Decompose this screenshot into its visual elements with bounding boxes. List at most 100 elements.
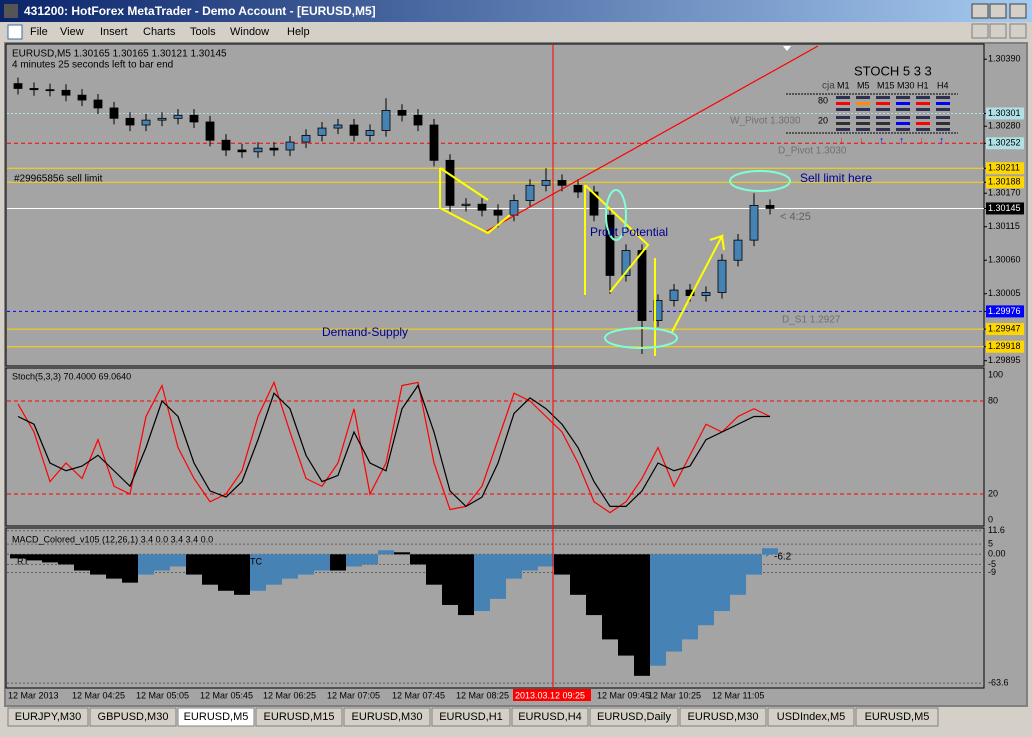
dashboard-arrow: ↓ [859, 136, 864, 147]
y-tick-label: 5 [988, 539, 993, 549]
tab[interactable] [767, 707, 855, 727]
dashboard-cell [936, 122, 950, 125]
tab[interactable] [855, 707, 939, 727]
pivot-label: D_Pivot 1.3030 [778, 146, 847, 157]
tab-label[interactable]: EURUSD,M5 [184, 711, 249, 723]
tab[interactable] [89, 707, 177, 727]
macd-bar [58, 554, 74, 565]
tab-label[interactable]: EURUSD,M30 [688, 711, 759, 723]
x-tick-label: 12 Mar 10:25 [648, 690, 701, 700]
minimize-button[interactable] [971, 3, 989, 19]
window-controls [971, 3, 1027, 39]
dashboard-arrow: ↓ [919, 136, 924, 147]
y-tick-label: 1.30390 [988, 54, 1021, 64]
macd-bar [122, 554, 138, 583]
candle-body [45, 89, 55, 92]
tab[interactable] [7, 707, 89, 727]
candle-body [429, 124, 439, 161]
order-label: #29965856 sell limit [14, 174, 103, 185]
candle-body [93, 99, 103, 109]
tab[interactable] [679, 707, 767, 727]
y-tick-label: 80 [988, 395, 998, 405]
child-minimize[interactable] [971, 23, 989, 39]
dashboard-cell [916, 128, 930, 131]
dashboard-arrow: ↓ [839, 136, 844, 147]
menu-item[interactable]: View [60, 26, 84, 38]
chart-background [6, 44, 1026, 705]
candle-body [509, 200, 519, 216]
tab-bar: EURJPY,M30 GBPUSD,M30 EURUSD,M5 EURUSD,M15 E… [7, 707, 939, 727]
menu-item[interactable]: Tools [190, 26, 216, 38]
menu-item[interactable]: Help [287, 26, 310, 38]
shift-marker [783, 46, 791, 51]
tab[interactable] [177, 707, 255, 727]
candle-body [525, 184, 535, 201]
candle-body [541, 180, 551, 186]
macd-bar [650, 554, 666, 666]
macd-bar [730, 554, 746, 595]
tab-label[interactable]: EURUSD,H1 [439, 711, 503, 723]
menu-item[interactable]: Insert [100, 26, 128, 38]
candle-body [173, 114, 183, 119]
tab-label[interactable]: EURUSD,M30 [352, 711, 423, 723]
dashboard-cell [936, 116, 950, 119]
x-tick-label: 12 Mar 07:45 [392, 690, 445, 700]
tab[interactable] [511, 707, 589, 727]
price-label-bg [986, 340, 1024, 353]
dashboard-cell [936, 108, 950, 111]
bar-timer: 4 minutes 25 seconds left to bar end [12, 60, 173, 71]
macd-bar [442, 554, 458, 605]
tab-label[interactable]: EURUSD,H4 [518, 711, 582, 723]
menu-item[interactable]: File [30, 26, 48, 38]
macd-bar [714, 554, 730, 612]
candle-body [237, 149, 247, 153]
candle-body [109, 107, 119, 119]
maximize-button[interactable] [989, 3, 1007, 19]
close-button[interactable] [1009, 3, 1027, 19]
dashboard-title: STOCH 5 3 3 [854, 63, 932, 78]
dashboard-cell [916, 108, 930, 111]
y-tick-label: 1.30060 [988, 255, 1021, 265]
tab[interactable] [431, 707, 511, 727]
x-tick-label: 12 Mar 05:45 [200, 690, 253, 700]
candle-body [205, 121, 215, 141]
dashboard-timeframe: M1 [837, 80, 850, 90]
price-pane [5, 43, 985, 367]
child-close[interactable] [1009, 23, 1027, 39]
stoch-line [17, 380, 771, 514]
candle-body [29, 88, 39, 91]
tab-label[interactable]: EURUSD,M15 [264, 711, 335, 723]
tab[interactable] [589, 707, 679, 727]
menu-item[interactable]: Charts [143, 26, 176, 38]
tab-label[interactable]: USDIndex,M5 [777, 711, 845, 723]
candle-body [733, 239, 743, 261]
tab-label[interactable]: EURUSD,Daily [597, 711, 671, 723]
macd-bar [586, 554, 602, 616]
price-label-bg [986, 305, 1024, 318]
macd-bar [426, 554, 442, 585]
dashboard-brand: cja [822, 81, 835, 92]
macd-bar [42, 554, 58, 563]
tab-label[interactable]: GBPUSD,M30 [98, 711, 169, 723]
dashboard-cell [876, 96, 890, 99]
macd-bar [538, 554, 554, 567]
tab-label[interactable]: EURJPY,M30 [15, 711, 81, 723]
dashboard-cell [896, 108, 910, 111]
x-tick-label: 12 Mar 11:05 [712, 690, 764, 700]
y-tick-label: 0.00 [988, 549, 1006, 559]
dashboard-cell [896, 122, 910, 125]
annotation: Sell limit here [800, 171, 872, 185]
dashboard-cell [856, 122, 870, 125]
dashboard-cell [876, 108, 890, 111]
tab[interactable] [343, 707, 431, 727]
macd-bar [202, 554, 218, 585]
menu-item[interactable]: Window [230, 26, 269, 38]
child-restore[interactable] [989, 23, 1007, 39]
dashboard-cell [916, 122, 930, 125]
y-tick-label: 1.29976 [988, 306, 1021, 316]
tab[interactable] [255, 707, 343, 727]
dashboard-cell [936, 96, 950, 99]
yellow-arrow [671, 234, 725, 333]
tab-label[interactable]: EURUSD,M5 [865, 711, 930, 723]
candle-body [637, 250, 647, 321]
